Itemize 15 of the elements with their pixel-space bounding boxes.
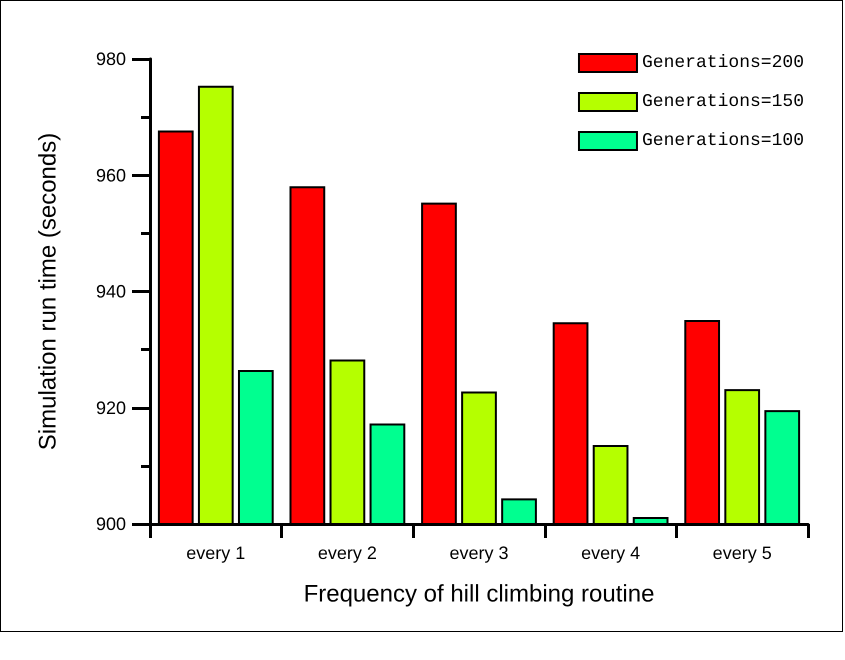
y-tick-label: 920 — [96, 398, 126, 418]
x-tick-label: every 4 — [581, 543, 640, 563]
x-axis-title: Frequency of hill climbing routine — [304, 580, 654, 608]
x-tick-label: every 5 — [712, 543, 772, 563]
x-tick-label: every 1 — [186, 543, 246, 563]
legend-label: Generations=150 — [642, 92, 804, 112]
y-tick-label: 900 — [96, 514, 126, 534]
y-tick-label: 980 — [96, 49, 126, 69]
y-axis-title: Simulation run time (seconds) — [34, 132, 62, 450]
legend-label: Generations=100 — [642, 131, 804, 151]
x-tick-label: every 3 — [449, 543, 509, 563]
y-tick-label: 940 — [96, 282, 126, 302]
legend-label: Generations=200 — [642, 53, 804, 73]
x-tick-label: every 2 — [318, 543, 377, 563]
y-tick-label: 960 — [96, 165, 126, 186]
